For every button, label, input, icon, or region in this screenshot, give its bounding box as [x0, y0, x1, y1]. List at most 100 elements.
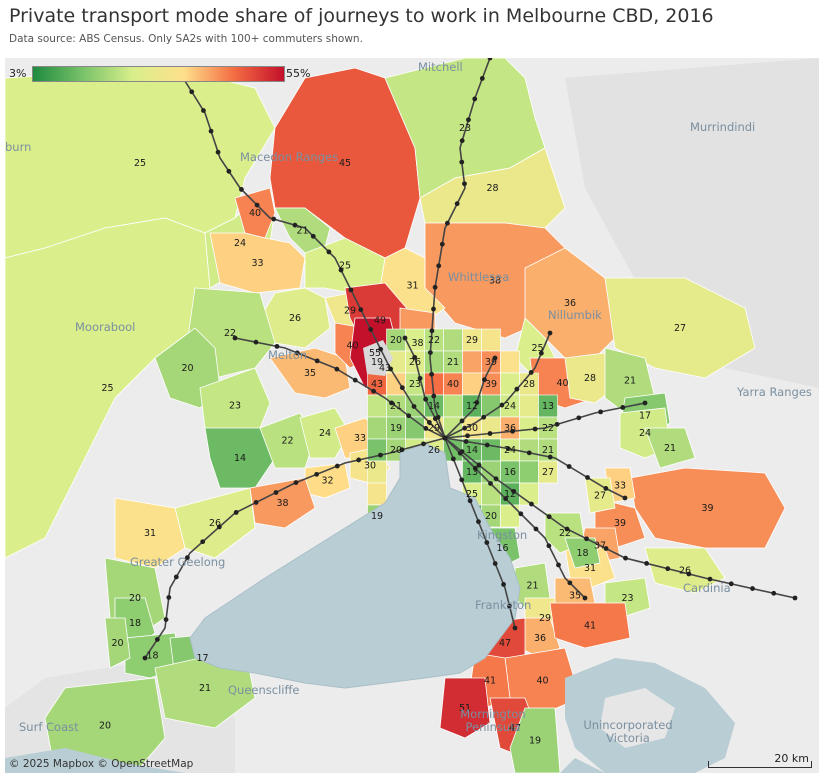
station-dot[interactable] — [503, 496, 509, 502]
station-dot[interactable] — [142, 655, 148, 661]
station-dot[interactable] — [501, 582, 506, 587]
station-dot[interactable] — [466, 117, 471, 123]
station-dot[interactable] — [459, 477, 465, 483]
station-dot[interactable] — [507, 603, 512, 609]
station-dot[interactable] — [432, 416, 438, 422]
station-dot[interactable] — [482, 377, 487, 383]
station-dot[interactable] — [487, 431, 493, 436]
station-dot[interactable] — [518, 511, 524, 517]
station-dot[interactable] — [603, 486, 609, 491]
station-dot[interactable] — [356, 457, 362, 463]
station-dot[interactable] — [665, 566, 671, 572]
region-tyabb[interactable] — [549, 602, 631, 649]
station-dot[interactable] — [253, 500, 259, 505]
station-dot[interactable] — [216, 524, 222, 530]
region-rosebud[interactable] — [439, 677, 491, 739]
station-dot[interactable] — [582, 595, 588, 601]
station-dot[interactable] — [358, 307, 364, 313]
station-dot[interactable] — [226, 168, 232, 174]
inner-region[interactable] — [443, 394, 463, 418]
station-dot[interactable] — [215, 149, 221, 155]
station-dot[interactable] — [166, 595, 172, 600]
station-dot[interactable] — [388, 366, 393, 372]
inner-region[interactable] — [500, 372, 520, 396]
station-dot[interactable] — [481, 414, 487, 420]
station-dot[interactable] — [378, 346, 384, 352]
station-dot[interactable] — [511, 488, 517, 494]
station-dot[interactable] — [514, 386, 520, 392]
station-dot[interactable] — [476, 462, 482, 468]
station-dot[interactable] — [274, 343, 280, 349]
station-dot[interactable] — [492, 355, 498, 361]
station-dot[interactable] — [402, 335, 408, 341]
inner-region[interactable] — [481, 482, 501, 506]
inner-region[interactable] — [519, 460, 539, 484]
station-dot[interactable] — [232, 335, 238, 341]
region-lara[interactable] — [114, 497, 186, 569]
region-flinders[interactable] — [509, 707, 561, 773]
region-werribee[interactable] — [249, 477, 316, 529]
station-dot[interactable] — [294, 350, 300, 356]
station-dot[interactable] — [547, 454, 553, 460]
inner-region[interactable] — [424, 350, 444, 374]
station-dot[interactable] — [771, 590, 777, 596]
station-dot[interactable] — [457, 450, 463, 456]
inner-region[interactable] — [500, 504, 520, 528]
inner-region[interactable] — [519, 438, 539, 462]
station-dot[interactable] — [532, 426, 538, 432]
region-yarra-glen[interactable] — [604, 277, 756, 379]
station-dot[interactable] — [173, 574, 179, 580]
region-geelong-w[interactable] — [104, 617, 131, 669]
station-dot[interactable] — [487, 58, 493, 61]
station-dot[interactable] — [442, 435, 448, 441]
station-dot[interactable] — [444, 220, 450, 226]
station-dot[interactable] — [492, 561, 498, 566]
station-dot[interactable] — [378, 452, 383, 458]
station-dot[interactable] — [564, 526, 570, 532]
station-dot[interactable] — [371, 388, 377, 394]
station-dot[interactable] — [622, 495, 628, 501]
station-dot[interactable] — [533, 526, 539, 532]
station-dot[interactable] — [454, 201, 460, 207]
station-dot[interactable] — [293, 480, 299, 486]
station-dot[interactable] — [239, 187, 244, 192]
station-dot[interactable] — [399, 447, 405, 453]
station-dot[interactable] — [459, 138, 465, 144]
region-torquay[interactable] — [44, 677, 166, 773]
inner-region[interactable] — [500, 350, 520, 374]
station-dot[interactable] — [271, 216, 277, 222]
station-dot[interactable] — [462, 181, 467, 187]
station-dot[interactable] — [505, 446, 511, 452]
station-dot[interactable] — [431, 306, 436, 312]
station-dot[interactable] — [423, 426, 429, 431]
inner-region[interactable] — [462, 372, 482, 396]
station-dot[interactable] — [642, 400, 648, 406]
station-dot[interactable] — [292, 222, 298, 228]
inner-region[interactable] — [519, 394, 539, 418]
region-riddells[interactable] — [234, 187, 276, 239]
station-dot[interactable] — [459, 418, 465, 424]
station-dot[interactable] — [417, 375, 423, 381]
region-pakenham[interactable] — [629, 467, 786, 549]
station-dot[interactable] — [431, 393, 437, 399]
station-dot[interactable] — [623, 555, 628, 561]
station-dot[interactable] — [472, 465, 478, 471]
station-dot[interactable] — [429, 371, 435, 377]
station-dot[interactable] — [201, 108, 206, 113]
station-dot[interactable] — [273, 490, 279, 495]
region-emerald[interactable] — [644, 427, 696, 469]
inner-region[interactable] — [367, 482, 387, 506]
inner-region[interactable] — [462, 350, 482, 374]
station-dot[interactable] — [546, 514, 552, 520]
station-dot[interactable] — [352, 377, 358, 383]
station-dot[interactable] — [253, 339, 259, 345]
station-dot[interactable] — [436, 263, 442, 269]
station-dot[interactable] — [620, 405, 626, 410]
station-dot[interactable] — [334, 463, 340, 469]
station-dot[interactable] — [184, 555, 190, 561]
station-dot[interactable] — [462, 425, 468, 431]
station-dot[interactable] — [368, 327, 374, 332]
station-dot[interactable] — [484, 540, 490, 546]
region-caroline-springs[interactable] — [269, 347, 351, 399]
station-dot[interactable] — [484, 442, 490, 448]
